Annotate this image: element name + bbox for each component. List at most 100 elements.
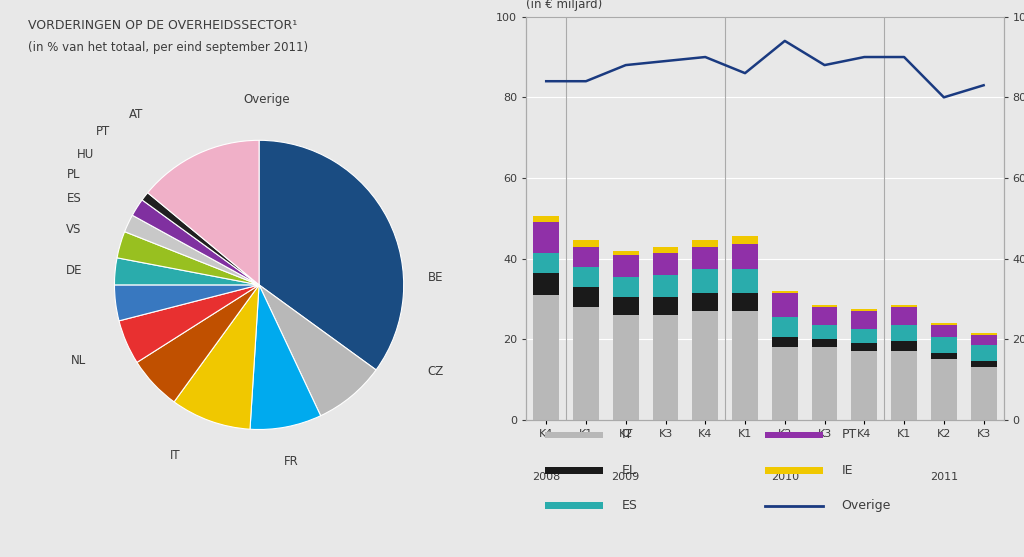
Wedge shape [259, 140, 403, 370]
Wedge shape [174, 285, 259, 429]
Bar [732, 236, 758, 245]
Bar [573, 287, 599, 307]
Bar [612, 297, 639, 315]
Wedge shape [142, 193, 259, 285]
Bar [891, 307, 918, 325]
FancyBboxPatch shape [765, 432, 822, 438]
Wedge shape [115, 285, 259, 321]
Text: FR: FR [284, 455, 298, 468]
Bar [851, 311, 878, 329]
Bar [812, 339, 838, 348]
Bar [851, 329, 878, 343]
Bar [851, 351, 878, 420]
Text: PT: PT [96, 125, 110, 138]
Wedge shape [259, 285, 376, 416]
Bar [573, 307, 599, 420]
Bar [652, 315, 679, 420]
Bar [812, 305, 838, 307]
Wedge shape [119, 285, 259, 363]
FancyBboxPatch shape [546, 432, 603, 438]
Bar [612, 255, 639, 277]
Bar [772, 348, 798, 420]
Bar [931, 359, 956, 420]
Text: DE: DE [66, 264, 82, 277]
Bar [851, 343, 878, 351]
FancyBboxPatch shape [765, 467, 822, 474]
Bar [971, 368, 996, 420]
Bar [692, 268, 718, 293]
Bar [732, 311, 758, 420]
Text: Overige: Overige [842, 499, 891, 512]
Bar [652, 275, 679, 297]
Bar [534, 295, 559, 420]
Wedge shape [147, 140, 259, 285]
Text: VORDERINGEN OP DE OVERHEIDSSECTOR IN PERIFERE
EN ANDERE LANDEN¹
(in € miljard): VORDERINGEN OP DE OVERHEIDSSECTOR IN PER… [526, 0, 849, 11]
Bar [612, 277, 639, 297]
Text: Overige: Overige [243, 94, 290, 106]
FancyBboxPatch shape [546, 467, 603, 474]
Wedge shape [137, 285, 259, 402]
Text: IT: IT [170, 449, 180, 462]
Text: IT: IT [623, 428, 634, 442]
Bar [772, 291, 798, 293]
Text: ES: ES [623, 499, 638, 512]
Bar [534, 222, 559, 252]
Bar [692, 241, 718, 247]
Bar [812, 348, 838, 420]
Text: 2009: 2009 [611, 472, 640, 482]
Bar [971, 361, 996, 368]
Bar [732, 293, 758, 311]
Bar [931, 337, 956, 353]
Bar [891, 341, 918, 351]
Text: VS: VS [67, 223, 82, 237]
Bar [971, 335, 996, 345]
Bar [772, 293, 798, 317]
Bar [812, 325, 838, 339]
Bar [732, 268, 758, 293]
Bar [534, 216, 559, 222]
Bar [891, 305, 918, 307]
Bar [652, 297, 679, 315]
Bar [534, 252, 559, 273]
Bar [573, 241, 599, 247]
Bar [612, 251, 639, 255]
Text: PL: PL [68, 169, 81, 182]
Bar [652, 252, 679, 275]
FancyBboxPatch shape [546, 502, 603, 509]
Bar [692, 311, 718, 420]
Text: (in % van het totaal, per eind september 2011): (in % van het totaal, per eind september… [28, 41, 308, 53]
Bar [931, 323, 956, 325]
Wedge shape [132, 200, 259, 285]
Bar [732, 245, 758, 268]
Bar [812, 307, 838, 325]
Bar [971, 345, 996, 361]
Text: VORDERINGEN OP DE OVERHEIDSSECTOR¹: VORDERINGEN OP DE OVERHEIDSSECTOR¹ [28, 19, 297, 32]
Bar [692, 293, 718, 311]
Text: PT: PT [842, 428, 857, 442]
Text: AT: AT [129, 108, 143, 121]
Text: 2011: 2011 [930, 472, 957, 482]
Bar [772, 337, 798, 348]
Bar [931, 325, 956, 337]
Text: ES: ES [67, 192, 81, 204]
Wedge shape [115, 258, 259, 285]
Bar [931, 353, 956, 359]
Wedge shape [117, 232, 259, 285]
Text: HU: HU [77, 148, 94, 162]
Wedge shape [125, 215, 259, 285]
Text: CZ: CZ [427, 365, 443, 378]
Text: EL: EL [623, 464, 637, 477]
Bar [573, 267, 599, 287]
Text: IE: IE [842, 464, 853, 477]
Bar [612, 315, 639, 420]
Bar [891, 325, 918, 341]
Bar [851, 309, 878, 311]
Text: 2008: 2008 [532, 472, 560, 482]
Bar [652, 247, 679, 252]
Bar [971, 333, 996, 335]
Bar [891, 351, 918, 420]
Text: 2010: 2010 [771, 472, 799, 482]
Bar [534, 273, 559, 295]
Bar [692, 247, 718, 268]
Text: NL: NL [71, 354, 86, 367]
